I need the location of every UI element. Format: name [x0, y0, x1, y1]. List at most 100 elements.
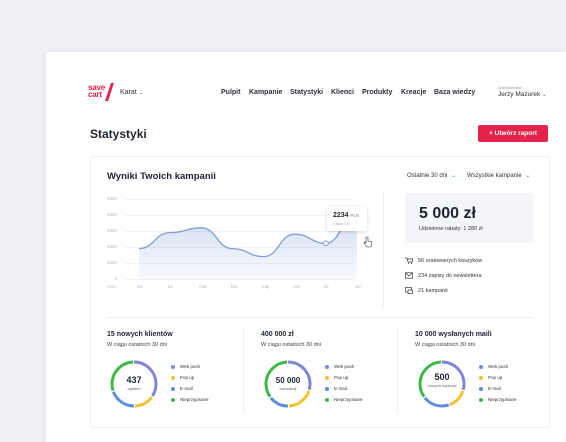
legend-dot [479, 397, 483, 402]
divider [383, 192, 384, 307]
legend-dot [479, 386, 483, 391]
legend-label: Pop up [180, 375, 195, 380]
nav-statystyki[interactable]: Statystyki [290, 89, 324, 96]
legend-label: E-mail [488, 386, 501, 391]
donut-segment [110, 360, 158, 408]
chevron-down-icon: ⌄ [138, 90, 143, 96]
divider [397, 329, 398, 413]
donut-chart [110, 360, 158, 408]
create-report-button[interactable]: + Utwórz raport [478, 125, 548, 142]
highlighted-point[interactable] [322, 240, 329, 247]
gridline [125, 215, 353, 216]
cart-icon [405, 257, 413, 264]
campaign-select[interactable]: Wszystkie kampanie ⌄ [467, 172, 530, 179]
stat-campaigns: 21 kampanii [405, 287, 448, 294]
legend-label: Nieprzypisane [488, 397, 517, 402]
legend-label: E-mail [180, 386, 193, 391]
x-tick: lut [168, 284, 173, 289]
legend-web-push: Web push [479, 364, 508, 369]
account-switcher[interactable]: Karat ⌄ [120, 89, 143, 96]
donut-value: 437 [126, 375, 142, 385]
user-menu[interactable]: Jerzy Mazurek ⌄ [498, 91, 546, 98]
legend-web-push: Web push [171, 364, 200, 369]
y-tick: 5000 [107, 196, 118, 201]
legend-label: Web push [334, 364, 355, 369]
nav-klienci[interactable]: Klienci [331, 89, 354, 96]
tooltip-unit: PLN [350, 213, 360, 218]
legend-pop-up: Pop up [325, 375, 348, 380]
nav-kampanie[interactable]: Kampanie [249, 89, 283, 96]
donut-label: transakcji [279, 386, 297, 391]
x-tick: mar [199, 284, 207, 289]
legend-dot [171, 397, 175, 402]
legend-unassigned: Nieprzypisane [479, 397, 517, 402]
legend-label: Nieprzypisane [180, 397, 209, 402]
donut-label: ogółem [127, 386, 141, 391]
y-tick: 4000 [107, 212, 118, 217]
x-tick: cze [293, 284, 301, 289]
stat-text: 56 uratowanych koszyków [418, 257, 483, 264]
y-tick: 0 [115, 276, 118, 281]
legend-unassigned: Nieprzypisane [325, 397, 363, 402]
donut-value: 500 [434, 372, 450, 382]
nav-pulpit[interactable]: Pulpit [221, 89, 241, 96]
x-tick: lip [324, 284, 329, 289]
legend-email: E-mail [479, 386, 501, 391]
legend-dot [479, 364, 483, 369]
legend-pop-up: Pop up [479, 375, 502, 380]
revenue-summary: 5 000 zł Udzielone rabaty: 1 280 zł [405, 193, 533, 243]
donut-segment [264, 360, 312, 408]
stat-saved-carts: 56 uratowanych koszyków [405, 257, 482, 264]
chart-tooltip: 2234 PLN 3 lipca '18 [327, 207, 367, 231]
legend-label: Web push [488, 364, 509, 369]
area-chart[interactable] [91, 157, 383, 297]
series-area [139, 213, 357, 279]
y-tick: 3000 [107, 228, 118, 233]
stat-newsletter: 234 zapisy do newslettera [405, 272, 482, 279]
nav-produkty[interactable]: Produkty [362, 89, 393, 96]
page-title: Statystyki [90, 127, 147, 141]
user-role: Administrator [498, 85, 522, 90]
nav-baza-wiedzy[interactable]: Baza wiedzy [434, 89, 476, 96]
donut-segment [418, 360, 466, 408]
period-select[interactable]: Ostatnie 30 dni ⌄ [407, 172, 456, 179]
legend-web-push: Web push [325, 364, 354, 369]
x-tick: kwi [231, 284, 238, 289]
legend-dot [325, 375, 329, 380]
series-line [138, 212, 358, 258]
legend-dot [171, 364, 175, 369]
tooltip-date: 3 lipca '18 [333, 222, 349, 226]
donut-chart [418, 360, 466, 408]
x-tick: sty [137, 284, 143, 289]
y-tick: 2000 [107, 244, 118, 249]
y-tick: 1000 [107, 260, 118, 265]
nav-kreacje[interactable]: Kreacje [401, 89, 427, 96]
logo-slash [105, 83, 114, 101]
gridline [125, 199, 353, 200]
legend-label: Web push [180, 364, 201, 369]
savecart-logo[interactable]: save cart [88, 83, 116, 104]
donut-label: nowych zapisów [427, 383, 457, 388]
chevron-down-icon: ⌄ [542, 92, 547, 98]
period-select-value: Ostatnie 30 dni [407, 173, 448, 179]
donut-segment [110, 360, 158, 408]
donut-value: 50 000 [275, 376, 301, 385]
account-name: Karat [120, 89, 137, 96]
legend-unassigned: Nieprzypisane [171, 397, 209, 402]
envelope-icon [405, 272, 413, 279]
panel-title: Wyniki Twoich kampanii [107, 171, 216, 182]
chevron-down-icon: ⌄ [451, 173, 457, 179]
discounts-total: Udzielone rabaty: 1 280 zł [419, 226, 483, 232]
donut-segment [264, 360, 312, 408]
legend-email: E-mail [171, 386, 193, 391]
gridline [125, 247, 353, 248]
legend-dot [479, 375, 483, 380]
divider [107, 317, 533, 318]
donut-segment [418, 360, 466, 408]
tooltip-value: 2234 [333, 212, 349, 219]
block-subtitle: W ciągu ostatnich 30 dni [261, 342, 321, 348]
block-title: 10 000 wysłanych maili [415, 331, 492, 338]
chevron-down-icon: ⌄ [525, 173, 531, 179]
x-tick: sie [355, 284, 361, 289]
stat-text: 234 zapisy do newslettera [418, 272, 482, 279]
